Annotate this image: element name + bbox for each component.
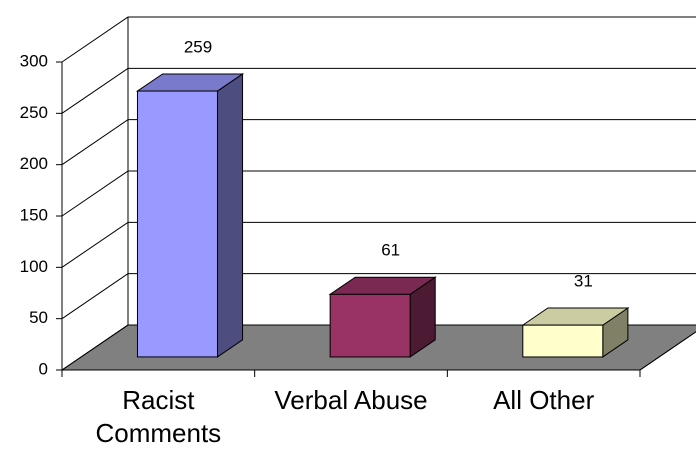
x-tick-label: Verbal Abuse (274, 385, 428, 415)
y-tick-label: 0 (39, 359, 48, 378)
value-label: 259 (184, 37, 212, 56)
grid-line (61, 324, 696, 371)
grid-line (61, 221, 696, 268)
grid-line (61, 119, 696, 166)
value-label: 61 (381, 241, 400, 260)
y-tick-label: 50 (29, 308, 48, 327)
x-tick-label: Racist Comments (95, 385, 222, 448)
y-tick-label: 250 (20, 103, 48, 122)
y-tick-label: 300 (20, 51, 48, 70)
y-tick-label: 150 (20, 205, 48, 224)
grid-line (61, 67, 696, 114)
bar (329, 293, 411, 358)
axis (639, 331, 696, 371)
bar (522, 324, 604, 358)
bar-side (216, 72, 244, 358)
grid-line (61, 16, 696, 63)
value-label: 31 (574, 272, 593, 291)
bar (136, 90, 218, 358)
x-tick-label: All Other (493, 385, 595, 415)
grid-line (61, 170, 696, 217)
grid-line (61, 273, 696, 320)
y-tick-label: 200 (20, 154, 48, 173)
y-tick-label: 100 (20, 257, 48, 276)
